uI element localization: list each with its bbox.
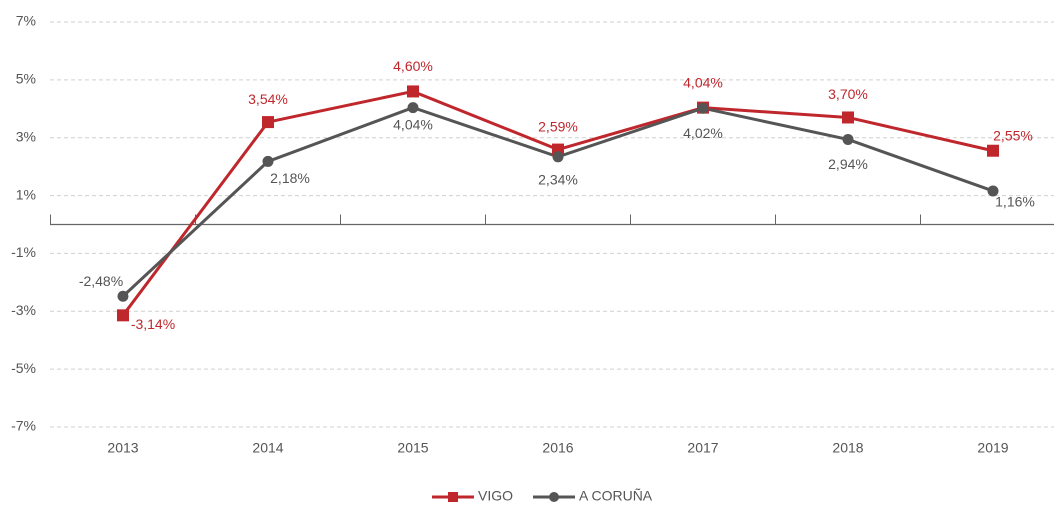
y-tick-label: 1% (16, 186, 36, 202)
data-label: 4,04% (683, 74, 723, 90)
x-tick-label: 2017 (687, 440, 718, 456)
y-tick-label: -7% (11, 418, 36, 434)
marker (987, 185, 999, 197)
data-label: 2,18% (270, 170, 310, 186)
legend-marker (549, 492, 560, 502)
legend-label: VIGO (478, 488, 513, 504)
marker (407, 85, 419, 98)
marker (262, 155, 274, 167)
data-label: 2,34% (538, 172, 578, 188)
x-tick-label: 2014 (252, 440, 283, 456)
data-label: 2,55% (993, 127, 1033, 143)
marker (117, 290, 129, 302)
data-label: 1,16% (995, 194, 1035, 210)
data-label: 3,70% (828, 86, 868, 102)
legend-label: A CORUÑA (579, 488, 653, 504)
y-tick-label: -3% (11, 302, 36, 318)
marker (987, 144, 999, 157)
y-tick-label: 7% (16, 13, 36, 29)
series-line (121, 106, 994, 298)
x-tick-label: 2013 (107, 440, 138, 456)
marker (117, 309, 129, 322)
data-label: 2,94% (828, 156, 868, 172)
marker (262, 116, 274, 129)
x-tick-label: 2016 (542, 440, 573, 456)
y-tick-label: -5% (11, 360, 36, 376)
x-tick-label: 2019 (977, 440, 1008, 456)
y-tick-label: 3% (16, 128, 36, 144)
marker (697, 102, 709, 114)
data-label: 4,02% (683, 125, 723, 141)
legend-marker (448, 492, 458, 502)
data-label: -3,14% (131, 316, 175, 332)
marker (842, 133, 854, 145)
data-label: 4,04% (393, 116, 433, 132)
marker (842, 111, 854, 124)
y-tick-label: -1% (11, 244, 36, 260)
data-label: 2,59% (538, 118, 578, 134)
data-label: -2,48% (79, 273, 123, 289)
y-tick-label: 5% (16, 71, 36, 87)
marker (407, 102, 419, 114)
data-label: 3,54% (248, 91, 288, 107)
marker (552, 151, 564, 163)
data-label: 4,60% (393, 58, 433, 74)
x-tick-label: 2015 (397, 440, 428, 456)
x-tick-label: 2018 (832, 440, 863, 456)
